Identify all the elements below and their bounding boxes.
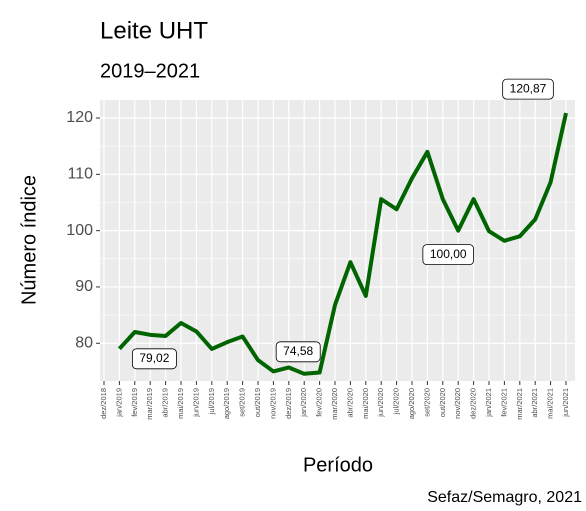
data-label-box: [422, 244, 474, 266]
x-tick-label: mai/2020: [361, 388, 370, 419]
x-tick-label: dez/2020: [469, 388, 478, 419]
caption: Sefaz/Semagro, 2021: [427, 489, 582, 506]
y-tick-label: 90: [75, 278, 93, 295]
x-tick-label: ago/2020: [407, 388, 416, 419]
x-tick-label: abr/2019: [161, 388, 170, 418]
data-label: 100,00: [422, 244, 474, 266]
x-tick-label: jun/2019: [191, 388, 200, 418]
data-label: 79,02: [131, 348, 177, 370]
x-tick-label: mai/2019: [176, 388, 185, 419]
x-tick-label: jul/2019: [207, 388, 216, 415]
x-tick-label: ago/2019: [222, 388, 231, 419]
x-tick-label: jan/2021: [484, 388, 493, 418]
y-tick-label: 100: [66, 222, 93, 239]
x-tick-label: jan/2019: [114, 388, 123, 418]
x-tick-label: fev/2020: [315, 388, 324, 417]
data-label-box: [502, 78, 554, 100]
chart-subtitle: 2019–2021: [100, 60, 200, 82]
y-axis-title: Número índice: [18, 175, 40, 305]
chart-title: Leite UHT: [100, 17, 208, 44]
y-tick-label: 110: [67, 166, 93, 183]
x-tick-label: fev/2019: [130, 388, 139, 417]
x-tick-label: dez/2018: [99, 388, 108, 419]
x-tick-label: jan/2020: [299, 388, 308, 418]
x-tick-label: abr/2020: [345, 388, 354, 418]
x-tick-label: mar/2021: [515, 388, 524, 420]
x-tick-label: out/2019: [253, 388, 262, 417]
x-tick-label: mai/2021: [546, 388, 555, 419]
x-axis-title: Período: [303, 454, 373, 476]
x-tick-label: nov/2019: [268, 388, 277, 419]
x-tick-label: nov/2020: [453, 388, 462, 419]
y-tick-label: 120: [66, 109, 93, 126]
data-label: 120,87: [502, 78, 554, 100]
x-tick-label: abr/2021: [530, 388, 539, 418]
data-label-text: 100,00: [430, 247, 467, 261]
plot-panel: [100, 100, 575, 381]
data-label-text: 79,02: [139, 351, 169, 365]
data-label: 74,58: [275, 341, 321, 363]
x-tick-label: jun/2020: [376, 388, 385, 418]
data-label-box: [131, 348, 177, 370]
x-tick-label: jul/2020: [392, 388, 401, 415]
x-tick-label: fev/2021: [499, 388, 508, 417]
x-tick-label: set/2020: [422, 388, 431, 417]
x-tick-label: mar/2019: [145, 388, 154, 420]
x-tick-label: jun/2021: [561, 388, 570, 418]
data-label-text: 74,58: [283, 344, 313, 358]
y-tick-label: 80: [75, 334, 93, 351]
data-label-box: [275, 341, 321, 363]
data-line: [117, 112, 568, 376]
x-tick-label: out/2020: [438, 388, 447, 417]
x-tick-label: dez/2019: [284, 388, 293, 419]
x-tick-label: set/2019: [238, 388, 247, 417]
data-label-text: 120,87: [510, 81, 547, 95]
x-tick-label: mar/2020: [330, 388, 339, 420]
